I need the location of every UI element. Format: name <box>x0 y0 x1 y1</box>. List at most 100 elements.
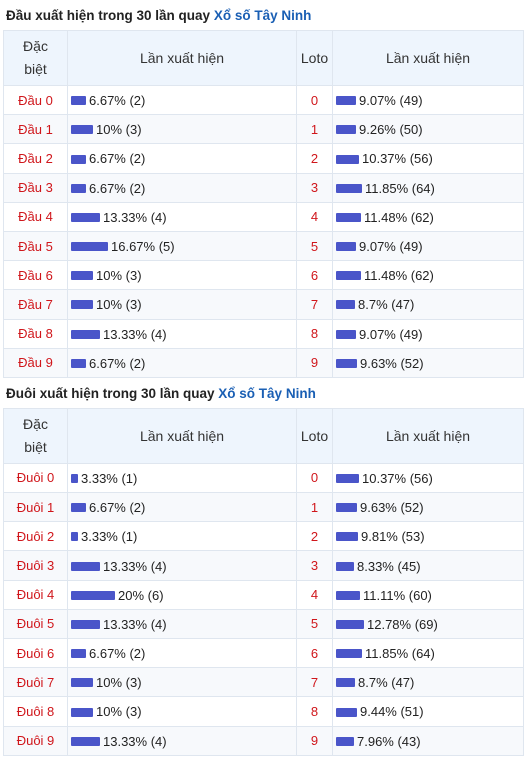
table-row: Đuôi 5 13.33% (4) 5 12.78% (69) <box>3 608 524 640</box>
loto-frequency-cell: 11.85% (64) <box>332 172 524 203</box>
table-row: Đuôi 0 3.33% (1) 0 10.37% (56) <box>3 462 524 494</box>
frequency-bar <box>71 707 93 717</box>
loto-number: 1 <box>296 492 333 523</box>
dau-section: Đầu xuất hiện trong 30 lần quay Xổ số Tâ… <box>0 0 525 378</box>
frequency-text: 13.33% (4) <box>103 733 167 749</box>
frequency-bar <box>71 678 93 688</box>
loto-number: 8 <box>296 318 333 349</box>
frequency-bar <box>71 474 78 483</box>
section-title-link[interactable]: Xổ số Tây Ninh <box>218 385 316 401</box>
loto-frequency-cell: 9.44% (51) <box>332 696 524 727</box>
duoi-table-body: Đuôi 0 3.33% (1) 0 10.37% (56) Đuôi 1 6.67% (… <box>3 462 524 756</box>
frequency-cell: 6.67% (2) <box>67 84 297 116</box>
loto-number: 6 <box>296 637 333 669</box>
loto-frequency-bar <box>336 561 354 571</box>
row-label: Đuôi 4 <box>3 579 68 610</box>
frequency-cell: 13.33% (4) <box>67 608 297 640</box>
row-label: Đuôi 8 <box>3 696 68 727</box>
loto-frequency-cell: 9.07% (49) <box>332 318 524 349</box>
loto-frequency-text: 9.63% (52) <box>360 355 424 371</box>
loto-frequency-bar <box>336 503 357 513</box>
loto-frequency-bar <box>336 242 356 252</box>
row-label: Đuôi 0 <box>3 462 68 494</box>
loto-frequency-text: 9.07% (49) <box>359 239 423 255</box>
frequency-bar <box>71 183 86 193</box>
frequency-text: 16.67% (5) <box>111 239 175 255</box>
frequency-text: 6.67% (2) <box>89 93 146 109</box>
loto-frequency-text: 9.81% (53) <box>361 529 425 545</box>
frequency-cell: 10% (3) <box>67 114 297 145</box>
header-lan-xuat-hien: Lần xuất hiện <box>67 407 297 464</box>
table-row: Đầu 9 6.67% (2) 9 9.63% (52) <box>3 347 524 378</box>
loto-number: 6 <box>296 260 333 291</box>
frequency-text: 10% (3) <box>96 704 142 720</box>
header-lan-xuat-hien-2: Lần xuất hiện <box>332 30 524 86</box>
section-title-link[interactable]: Xổ số Tây Ninh <box>213 8 312 23</box>
loto-frequency-text: 7.96% (43) <box>357 733 421 749</box>
frequency-bar <box>71 736 100 746</box>
frequency-bar <box>71 358 86 368</box>
loto-frequency-cell: 10.37% (56) <box>332 462 524 494</box>
loto-frequency-cell: 9.26% (50) <box>332 114 524 145</box>
frequency-bar <box>71 300 93 310</box>
loto-frequency-cell: 11.85% (64) <box>332 637 524 669</box>
table-row: Đầu 1 10% (3) 1 9.26% (50) <box>3 114 524 145</box>
frequency-bar <box>71 590 115 600</box>
loto-frequency-text: 8.7% (47) <box>358 297 415 313</box>
loto-frequency-cell: 12.78% (69) <box>332 608 524 640</box>
row-label: Đuôi 9 <box>3 725 68 756</box>
frequency-bar <box>71 271 93 281</box>
frequency-cell: 13.33% (4) <box>67 550 297 581</box>
table-row: Đầu 7 10% (3) 7 8.7% (47) <box>3 289 524 320</box>
frequency-cell: 10% (3) <box>67 667 297 698</box>
loto-frequency-text: 9.63% (52) <box>360 500 424 516</box>
table-row: Đuôi 1 6.67% (2) 1 9.63% (52) <box>3 492 524 523</box>
row-label: Đuôi 2 <box>3 521 68 552</box>
loto-number: 5 <box>296 608 333 640</box>
frequency-bar <box>71 649 86 659</box>
frequency-text: 10% (3) <box>96 675 142 691</box>
loto-number: 4 <box>296 579 333 610</box>
loto-frequency-cell: 8.7% (47) <box>332 289 524 320</box>
row-label: Đầu 8 <box>3 318 68 349</box>
frequency-text: 10% (3) <box>96 297 142 313</box>
table-header-row: Đặc biệt Lần xuất hiện Loto Lần xuất hiệ… <box>3 407 524 464</box>
table-row: Đầu 0 6.67% (2) 0 9.07% (49) <box>3 84 524 116</box>
frequency-cell: 10% (3) <box>67 260 297 291</box>
table-header-row: Đặc biệt Lần xuất hiện Loto Lần xuất hiệ… <box>3 30 524 86</box>
loto-frequency-cell: 8.7% (47) <box>332 667 524 698</box>
row-label: Đầu 7 <box>3 289 68 320</box>
loto-frequency-cell: 9.81% (53) <box>332 521 524 552</box>
loto-frequency-text: 12.78% (69) <box>367 616 438 632</box>
loto-frequency-bar <box>336 125 356 135</box>
loto-frequency-text: 9.44% (51) <box>360 704 424 720</box>
frequency-cell: 6.67% (2) <box>67 143 297 174</box>
frequency-cell: 10% (3) <box>67 289 297 320</box>
loto-frequency-bar <box>336 474 359 483</box>
frequency-bar <box>71 212 100 222</box>
section-title: Đầu xuất hiện trong 30 lần quay Xổ số Tâ… <box>0 0 525 30</box>
frequency-text: 13.33% (4) <box>103 558 167 574</box>
table-row: Đuôi 9 13.33% (4) 9 7.96% (43) <box>3 725 524 756</box>
table-row: Đầu 8 13.33% (4) 8 9.07% (49) <box>3 318 524 349</box>
frequency-cell: 6.67% (2) <box>67 172 297 203</box>
row-label: Đầu 3 <box>3 172 68 203</box>
frequency-text: 6.67% (2) <box>89 355 146 371</box>
loto-number: 7 <box>296 289 333 320</box>
loto-frequency-bar <box>336 590 360 600</box>
loto-frequency-text: 8.33% (45) <box>357 558 421 574</box>
frequency-text: 6.67% (2) <box>89 500 146 516</box>
loto-frequency-cell: 9.07% (49) <box>332 230 524 262</box>
header-dac-biet-line1: Đặc <box>23 38 48 54</box>
section-title-text: Đuôi xuất hiện trong 30 lần quay <box>6 385 215 401</box>
loto-number: 9 <box>296 347 333 378</box>
loto-frequency-cell: 8.33% (45) <box>332 550 524 581</box>
loto-number: 3 <box>296 550 333 581</box>
frequency-cell: 16.67% (5) <box>67 230 297 262</box>
loto-frequency-bar <box>336 532 358 542</box>
dau-table: Đặc biệt Lần xuất hiện Loto Lần xuất hiệ… <box>3 30 524 378</box>
loto-number: 5 <box>296 230 333 262</box>
loto-frequency-bar <box>336 154 359 164</box>
table-row: Đuôi 2 3.33% (1) 2 9.81% (53) <box>3 521 524 552</box>
frequency-cell: 3.33% (1) <box>67 462 297 494</box>
